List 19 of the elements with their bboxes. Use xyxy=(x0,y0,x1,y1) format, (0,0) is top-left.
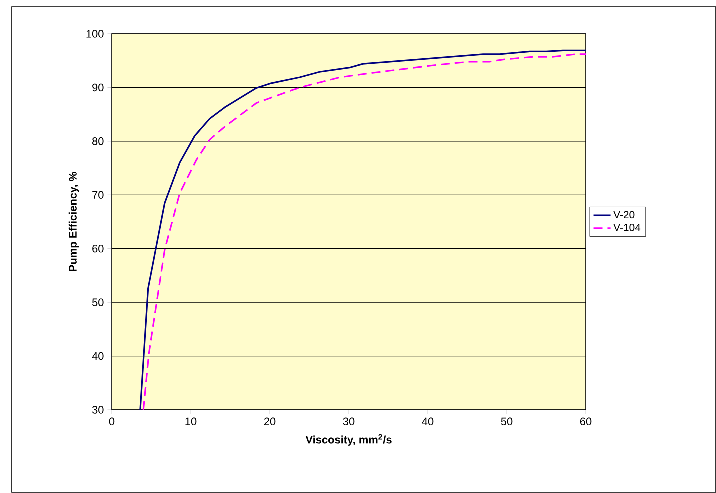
legend-label: V-20 xyxy=(614,211,635,219)
y-tick-label: 80 xyxy=(92,138,104,146)
x-axis-title: Viscosity, mm$^{2}$/s xyxy=(306,434,392,446)
x-tick-label: 40 xyxy=(422,418,434,426)
y-tick-label: 60 xyxy=(92,244,104,253)
x-tick-label: 60 xyxy=(580,418,592,426)
y-tick-label: 30 xyxy=(92,406,104,414)
x-tick-label: 20 xyxy=(264,418,276,426)
x-tick-label: 10 xyxy=(186,418,197,426)
y-axis-title: Pump Efficiency, % xyxy=(68,172,80,272)
legend-label: V-104 xyxy=(614,224,641,232)
x-tick-label: 30 xyxy=(343,418,355,426)
y-tick-label: 100 xyxy=(86,30,104,38)
x-tick-label: 50 xyxy=(501,418,513,426)
x-tick-label: 0 xyxy=(109,418,115,426)
y-tick-label: 40 xyxy=(92,352,104,360)
y-tick-label: 50 xyxy=(92,298,104,306)
y-tick-label: 90 xyxy=(92,84,104,92)
y-tick-label: 70 xyxy=(92,191,104,200)
